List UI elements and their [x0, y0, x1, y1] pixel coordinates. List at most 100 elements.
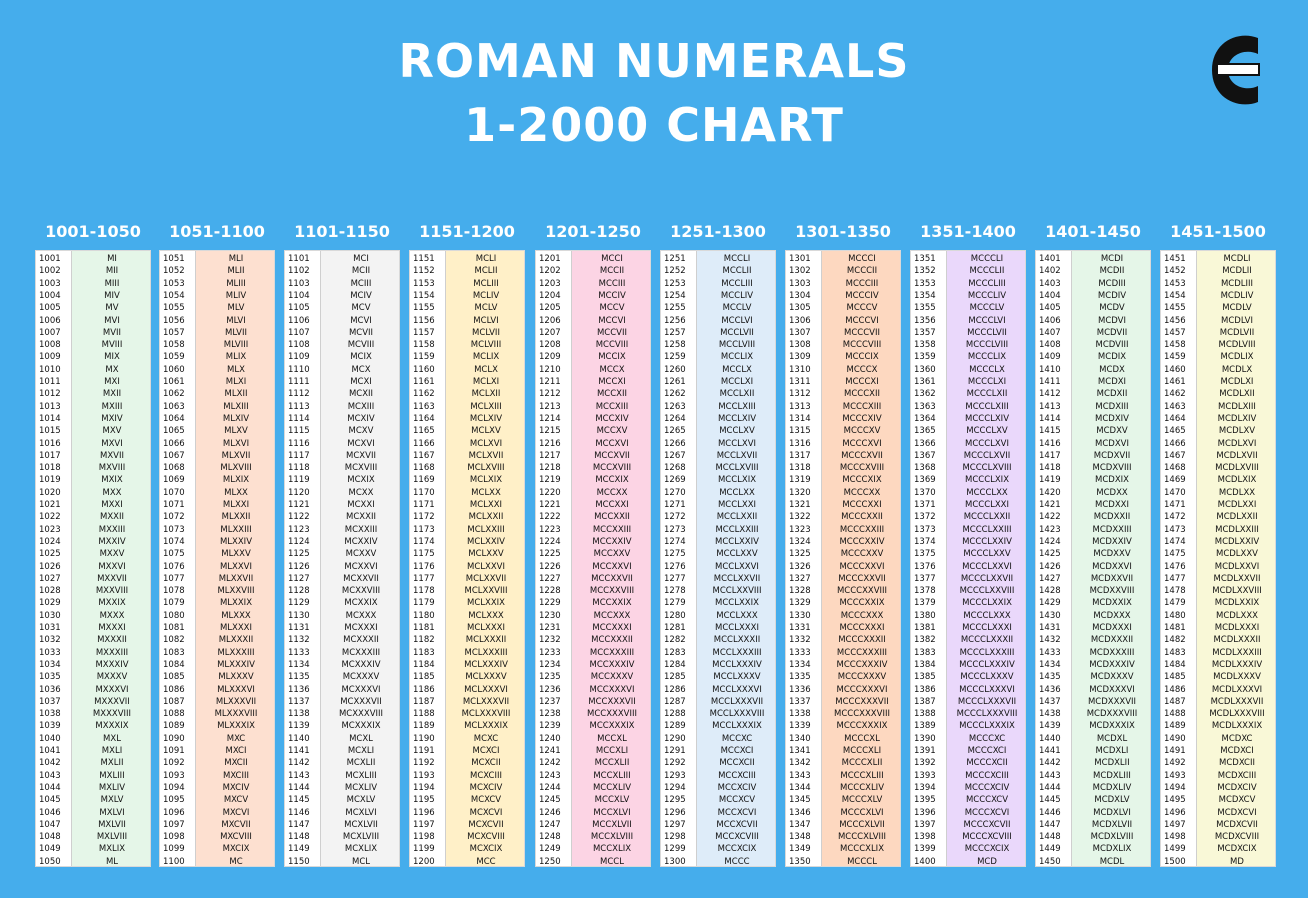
number-cell: 1228 [539, 586, 561, 597]
range-header: 1101-1150 [294, 222, 390, 241]
roman-cell: MCVI [350, 315, 372, 326]
number-cell: 1324 [789, 536, 811, 547]
number-cell: 1400 [914, 856, 936, 867]
table-row: 1219 MCCXIX [536, 474, 652, 486]
number-cell: 1410 [1039, 364, 1061, 375]
number-cell: 1481 [1164, 623, 1186, 633]
table-row: 1075 MLXXV [160, 548, 276, 560]
number-cell: 1214 [539, 413, 561, 424]
table-row: 1226 MCCXXVI [536, 561, 652, 573]
number-cell: 1247 [539, 819, 561, 830]
number-cell: 1374 [914, 536, 936, 547]
table-row: 1240 MCCXL [536, 733, 652, 745]
roman-cell: MXCII [224, 758, 248, 769]
table-row: 1435 MCDXXXV [1036, 671, 1152, 683]
number-cell: 1212 [539, 389, 561, 400]
number-cell: 1352 [914, 266, 936, 277]
table-row: 1035 MXXXV [36, 671, 152, 683]
table-row: 1500 MD [1161, 856, 1277, 868]
roman-cell: MCCCLVI [968, 315, 1006, 326]
number-cell: 1428 [1039, 586, 1061, 597]
table-row: 1087 MLXXXVII [160, 696, 276, 708]
roman-cell: MCCCXXII [841, 512, 883, 523]
table-row: 1360 MCCCLX [911, 364, 1027, 376]
table-row: 1358 MCCCLVIII [911, 339, 1027, 351]
roman-cell: MCCCXXXV [837, 672, 887, 683]
roman-cell: MCCCII [846, 266, 878, 277]
table-row: 1140 MCXL [285, 733, 401, 745]
table-row: 1247 MCCXLVII [536, 819, 652, 831]
roman-cell: MCCLXVII [716, 450, 758, 461]
roman-cell: MCDXXXVII [1087, 696, 1137, 707]
number-cell: 1002 [39, 266, 61, 277]
roman-cell: MCXI [350, 377, 372, 387]
table-row: 1321 MCCCXXI [786, 499, 902, 511]
table-row: 1341 MCCCXLI [786, 745, 902, 757]
number-cell: 1272 [664, 512, 686, 523]
table-row: 1015 MXV [36, 425, 152, 437]
roman-cell: MCCLXIX [717, 475, 757, 486]
number-cell: 1201 [539, 254, 561, 264]
table-row: 1107 MCVII [285, 327, 401, 339]
table-row: 1153 MCLIII [410, 278, 526, 290]
table-row: 1492 MCDXCII [1161, 757, 1277, 769]
number-cell: 1231 [539, 623, 561, 633]
roman-cell: MCCLXVIII [715, 463, 759, 474]
table-row: 1144 MCXLIV [285, 782, 401, 794]
table-row: 1040 MXL [36, 733, 152, 745]
roman-cell: MLXXXIII [217, 647, 255, 658]
roman-cell: MCCCLVII [967, 327, 1007, 338]
table-row: 1338 MCCCXXXVIII [786, 708, 902, 720]
roman-cell: MCDLXXXI [1214, 623, 1260, 633]
number-cell: 1083 [163, 647, 185, 658]
table-row: 1350 MCCCL [786, 856, 902, 868]
number-cell: 1296 [664, 807, 686, 818]
table-row: 1091 MXCI [160, 745, 276, 757]
roman-cell: MCCCXIII [842, 401, 882, 412]
table-row: 1412 MCDXII [1036, 388, 1152, 400]
number-cell: 1235 [539, 672, 561, 683]
number-cell: 1303 [789, 278, 811, 289]
roman-cell: MCDVI [1098, 315, 1126, 326]
roman-cell: MCXXI [347, 500, 375, 510]
table-row: 1135 MCXXXV [285, 671, 401, 683]
roman-cell: MCCVI [598, 315, 626, 326]
number-cell: 1323 [789, 524, 811, 535]
table-row: 1457 MCDLVII [1161, 327, 1277, 339]
number-cell: 1183 [413, 647, 435, 658]
roman-cell: MCCLXX [719, 487, 755, 498]
roman-cell: MD [1230, 856, 1244, 867]
number-cell: 1031 [39, 623, 61, 633]
roman-cell: MCVII [348, 327, 374, 338]
table-row: 1014 MXIV [36, 413, 152, 425]
roman-cell: MCDLV [1222, 303, 1252, 314]
table-row: 1071 MLXXI [160, 499, 276, 511]
number-cell: 1079 [163, 598, 185, 609]
number-cell: 1454 [1164, 290, 1186, 301]
number-cell: 1376 [914, 561, 936, 572]
roman-cell: MCXXIII [344, 524, 378, 535]
table-row: 1023 MXXIII [36, 524, 152, 536]
table-row: 1354 MCCCLIV [911, 290, 1027, 302]
roman-cell: MLXIII [223, 401, 249, 412]
roman-cell: MCCCXXX [840, 610, 884, 621]
roman-cell: MLXXXIX [217, 721, 255, 732]
number-cell: 1178 [413, 586, 435, 597]
roman-cell: MCCVII [596, 327, 628, 338]
table-row: 1216 MCCXVI [536, 438, 652, 450]
number-cell: 1219 [539, 475, 561, 486]
table-row: 1133 MCXXXIII [285, 647, 401, 659]
number-cell: 1001 [39, 254, 61, 264]
table-row: 1204 MCCIV [536, 290, 652, 302]
number-cell: 1119 [288, 475, 310, 486]
roman-cell: MXX [102, 487, 122, 498]
roman-cell: MCII [351, 266, 371, 277]
table-row: 1313 MCCCXIII [786, 401, 902, 413]
number-cell: 1340 [789, 733, 811, 744]
number-cell: 1220 [539, 487, 561, 498]
number-cell: 1319 [789, 475, 811, 486]
table-row: 1266 MCCLXVI [661, 438, 777, 450]
roman-cell: MCDXLI [1095, 746, 1129, 756]
number-cell: 1377 [914, 573, 936, 584]
roman-cell: MCCXIII [595, 401, 629, 412]
